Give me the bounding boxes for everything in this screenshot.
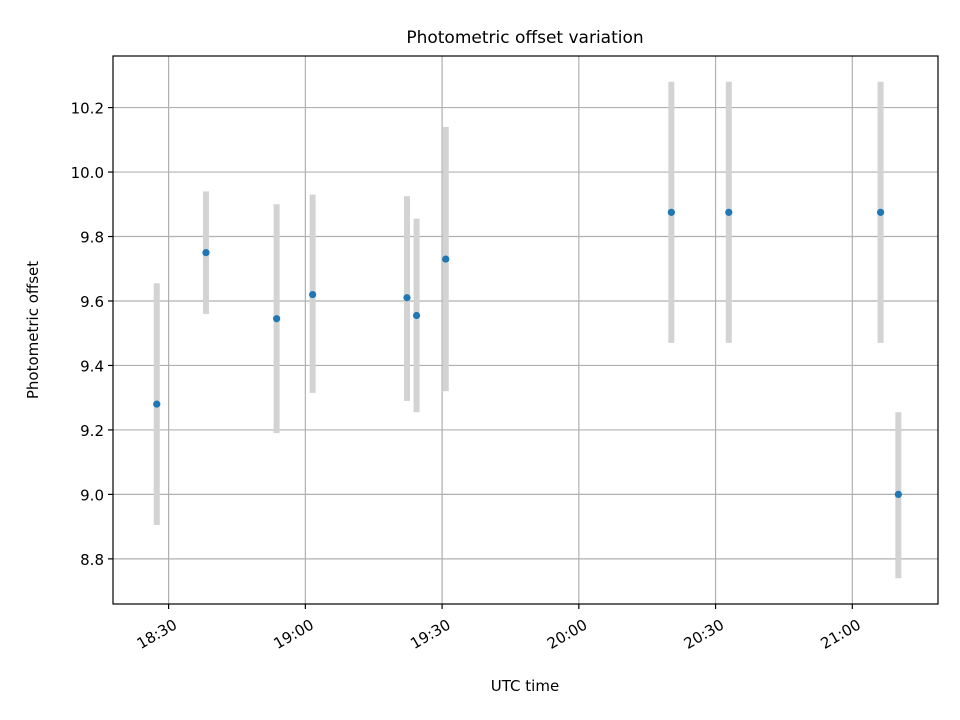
data-point [876, 208, 885, 216]
y-tick-label: 9.0 [80, 486, 104, 504]
y-tick-label: 10.2 [71, 100, 104, 118]
data-point [309, 290, 317, 299]
y-axis-label: Photometric offset [24, 261, 42, 399]
data-point [667, 208, 675, 216]
x-axis-label: UTC time [491, 677, 559, 695]
data-point [725, 208, 733, 216]
plot-frame [112, 55, 939, 605]
y-tick-label: 8.8 [80, 551, 104, 569]
data-point [894, 490, 902, 498]
data-point [202, 249, 210, 257]
chart-title: Photometric offset variation [406, 28, 643, 48]
data-point [403, 294, 411, 302]
grid [113, 56, 938, 604]
data-point [412, 311, 421, 320]
y-tick-label: 9.4 [80, 357, 104, 375]
data-point [442, 255, 450, 263]
y-tick-label: 10.0 [71, 164, 104, 182]
y-axis: 8.8 9.0 9.2 9.4 9.6 9.8 10.0 10.2 [71, 100, 113, 569]
data-points [153, 208, 902, 498]
y-tick-label: 9.2 [80, 422, 104, 440]
data-point [273, 315, 281, 323]
data-point [153, 400, 161, 408]
y-tick-label: 9.6 [80, 293, 104, 311]
y-tick-label: 9.8 [80, 229, 104, 247]
